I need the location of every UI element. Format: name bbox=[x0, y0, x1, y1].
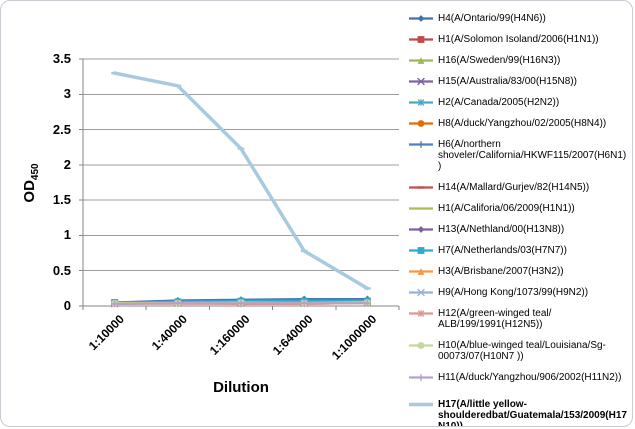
legend-marker-icon bbox=[409, 120, 433, 127]
data-point-marker bbox=[417, 310, 425, 317]
legend-marker-icon bbox=[409, 342, 433, 349]
y-tick-label: 0 bbox=[63, 298, 71, 313]
legend-marker-icon bbox=[409, 374, 433, 381]
y-tick-label: 3.5 bbox=[52, 51, 71, 66]
x-tick-label: 1:160000 bbox=[207, 312, 253, 358]
y-tick-label: 2 bbox=[63, 156, 71, 172]
legend-marker-icon bbox=[409, 141, 433, 148]
legend-item: H11(A/duck/Yangzhou/906/2002(H11N2)) bbox=[408, 372, 629, 383]
legend-label: H9(A/Hong Kong/1073/99(H9N2)) bbox=[438, 287, 589, 298]
data-point-marker bbox=[417, 288, 425, 297]
data-point-marker bbox=[174, 299, 182, 307]
legend-label: H10(A/blue-winged teal/Louisiana/Sg-0007… bbox=[438, 340, 606, 362]
data-point-marker bbox=[417, 247, 425, 254]
legend-label: H13(A/Nethland/00(H13N8)) bbox=[438, 224, 565, 235]
legend-item: H7(A/Netherlands/03(H7N7)) bbox=[408, 245, 629, 256]
y-tick-label: 3 bbox=[63, 86, 71, 102]
legend-marker-icon bbox=[409, 186, 433, 189]
legend-marker-icon bbox=[409, 99, 433, 106]
data-point-marker bbox=[417, 77, 425, 86]
legend-item: H2(A/Canada/2005(H2N2)) bbox=[408, 97, 629, 108]
legend-item: H13(A/Nethland/00(H13N8)) bbox=[408, 224, 629, 235]
x-tick-label: 1:40000 bbox=[148, 312, 190, 354]
legend-marker-icon bbox=[409, 310, 433, 317]
legend-marker-icon bbox=[409, 247, 433, 254]
data-point-marker bbox=[417, 15, 425, 22]
legend-item: H10(A/blue-winged teal/Louisiana/Sg-0007… bbox=[408, 340, 629, 362]
data-point-marker bbox=[111, 300, 118, 308]
x-tick-label: 1:640000 bbox=[270, 312, 317, 358]
y-axis-title-main: OD bbox=[21, 180, 38, 203]
x-tick-label: 1:10000 bbox=[85, 312, 127, 354]
legend-item: H15(A/Australia/83/00(H15N8)) bbox=[408, 76, 629, 87]
legend-label: H1(A/Califoria/06/2009(H1N1)) bbox=[438, 203, 575, 214]
legend-marker-icon bbox=[409, 36, 433, 43]
series-line bbox=[112, 71, 370, 291]
legend-marker-icon bbox=[409, 207, 433, 210]
legend-label: H14(A/Mallard/Gurjev/82(H14N5)) bbox=[438, 182, 590, 193]
data-point-marker bbox=[417, 36, 425, 43]
y-axis-tick-labels: 3.5 3 2.5 2 1.5 1 0.5 0 bbox=[1, 1, 77, 426]
legend-item: H16(A/Sweden/99(H16N3)) bbox=[408, 55, 629, 66]
y-axis-title-subscript: 450 bbox=[30, 163, 41, 181]
legend-marker-icon bbox=[409, 77, 433, 86]
data-point-marker bbox=[237, 299, 245, 307]
legend-label: H12(A/green-winged teal/ ALB/199/1991(H1… bbox=[438, 308, 552, 330]
legend-item: H6(A/northern shoveler/California/HKWF11… bbox=[408, 139, 629, 172]
legend-label: H8(A/duck/Yangzhou/02/2005(H8N4)) bbox=[438, 118, 607, 129]
legend-item: H17(A/little yellow-shoulderedbat/Guatem… bbox=[408, 399, 629, 427]
legend-label: H7(A/Netherlands/03(H7N7)) bbox=[438, 245, 567, 256]
x-tick-label: 1:1000000 bbox=[328, 312, 380, 363]
legend-item: H14(A/Mallard/Gurjev/82(H14N5)) bbox=[408, 182, 629, 193]
legend-label: H6(A/northern shoveler/California/HKWF11… bbox=[438, 139, 627, 172]
legend-label: H17(A/little yellow-shoulderedbat/Guatem… bbox=[438, 399, 627, 427]
data-point-marker bbox=[300, 299, 308, 307]
legend-item: H1(A/Solomon Isoland/2006(H1N1)) bbox=[408, 34, 629, 45]
legend-label: H4(A/Ontario/99(H4N6)) bbox=[438, 13, 546, 24]
legend-label: H2(A/Canada/2005(H2N2)) bbox=[438, 97, 560, 108]
y-tick-label: 1.5 bbox=[52, 192, 71, 208]
y-tick-label: 0.5 bbox=[52, 262, 71, 278]
data-point-marker bbox=[417, 57, 425, 64]
legend-label: H16(A/Sweden/99(H16N3)) bbox=[438, 55, 561, 66]
data-point-marker bbox=[417, 342, 425, 349]
data-point-marker bbox=[417, 268, 425, 275]
legend: H4(A/Ontario/99(H4N6)) H1(A/Solomon Isola… bbox=[408, 13, 629, 427]
legend-item: H12(A/green-winged teal/ ALB/199/1991(H1… bbox=[408, 308, 629, 330]
data-point-marker bbox=[417, 120, 425, 127]
y-axis-title: OD450 bbox=[21, 163, 41, 202]
legend-label: H3(A/Brisbane/2007(H3N2)) bbox=[438, 266, 564, 277]
legend-item: H4(A/Ontario/99(H4N6)) bbox=[408, 13, 629, 24]
data-point-marker bbox=[364, 299, 371, 307]
legend-marker-icon bbox=[409, 402, 433, 407]
legend-label: H11(A/duck/Yangzhou/906/2002(H11N2)) bbox=[438, 372, 622, 383]
legend-label: H1(A/Solomon Isoland/2006(H1N1)) bbox=[438, 34, 599, 45]
data-point-marker bbox=[417, 226, 425, 233]
legend-marker-icon bbox=[409, 15, 433, 22]
y-tick-label: 1 bbox=[63, 227, 71, 243]
legend-item: H3(A/Brisbane/2007(H3N2)) bbox=[408, 266, 629, 277]
plot-area bbox=[79, 58, 400, 310]
legend-marker-icon bbox=[409, 226, 433, 233]
data-point-marker bbox=[417, 141, 425, 148]
y-tick-label: 2.5 bbox=[52, 121, 71, 137]
legend-marker-icon bbox=[409, 57, 433, 64]
legend-marker-icon bbox=[409, 288, 433, 297]
legend-item: H1(A/Califoria/06/2009(H1N1)) bbox=[408, 203, 629, 214]
legend-label: H15(A/Australia/83/00(H15N8)) bbox=[438, 76, 577, 87]
x-axis-title: Dilution bbox=[213, 379, 269, 396]
legend-item: H8(A/duck/Yangzhou/02/2005(H8N4)) bbox=[408, 118, 629, 129]
data-point-marker bbox=[417, 374, 425, 381]
legend-marker-icon bbox=[409, 268, 433, 275]
legend-item: H9(A/Hong Kong/1073/99(H9N2)) bbox=[408, 287, 629, 298]
data-point-marker bbox=[417, 99, 425, 106]
